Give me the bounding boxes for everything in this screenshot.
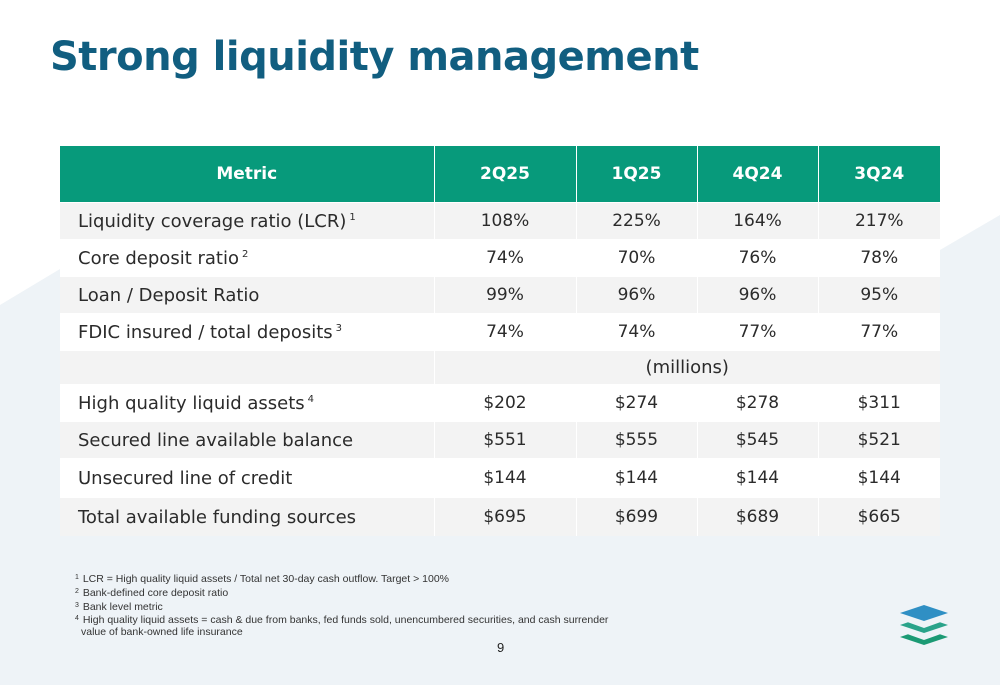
table-cell: 96% bbox=[697, 276, 819, 314]
footnote: 1 LCR = High quality liquid assets / Tot… bbox=[75, 572, 608, 586]
table-row: FDIC insured / total deposits 3 74% 74% 7… bbox=[60, 313, 940, 351]
table-row: Unsecured line of credit $144 $144 $144 … bbox=[60, 458, 940, 498]
table-cell: $699 bbox=[576, 497, 698, 536]
page-title: Strong liquidity management bbox=[50, 34, 699, 80]
footnote-number: 3 bbox=[75, 601, 79, 609]
footnote-ref: 2 bbox=[241, 248, 249, 260]
table-header-row: Metric 2Q25 1Q25 4Q24 3Q24 bbox=[60, 146, 940, 203]
table-cell: $545 bbox=[697, 421, 819, 459]
footnote: 4 High quality liquid assets = cash & du… bbox=[75, 613, 608, 627]
row-label: Liquidity coverage ratio (LCR) 1 bbox=[60, 202, 435, 240]
table-cell: 74% bbox=[576, 313, 698, 351]
footnote-number: 2 bbox=[75, 587, 79, 595]
table-cell: $144 bbox=[697, 458, 819, 498]
table-cell: $144 bbox=[576, 458, 698, 498]
table-cell: 99% bbox=[434, 276, 577, 314]
table-cell: 95% bbox=[818, 276, 940, 314]
row-label: Core deposit ratio 2 bbox=[60, 239, 435, 277]
layers-icon bbox=[900, 605, 948, 645]
row-label: Unsecured line of credit bbox=[60, 458, 435, 498]
row-label: Total available funding sources bbox=[60, 497, 435, 536]
footnote-text: High quality liquid assets = cash & due … bbox=[82, 614, 609, 627]
row-label: Loan / Deposit Ratio bbox=[60, 276, 435, 314]
page-number: 9 bbox=[497, 640, 505, 655]
row-label-text: Total available funding sources bbox=[78, 506, 357, 528]
row-label-text: Loan / Deposit Ratio bbox=[78, 284, 260, 306]
table-cell: $695 bbox=[434, 497, 577, 536]
table-row: High quality liquid assets 4 $202 $274 $2… bbox=[60, 384, 940, 422]
units-label: (millions) bbox=[434, 350, 940, 385]
footnote-number: 4 bbox=[75, 615, 79, 623]
table-cell: 77% bbox=[818, 313, 940, 351]
column-header-metric: Metric bbox=[60, 146, 435, 203]
row-label-text: Secured line available balance bbox=[78, 429, 354, 451]
footnote: 2 Bank-defined core deposit ratio bbox=[75, 586, 608, 600]
column-header-1q25: 1Q25 bbox=[576, 146, 698, 203]
table-cell: $521 bbox=[818, 421, 940, 459]
liquidity-table: Metric 2Q25 1Q25 4Q24 3Q24 Liquidity cov… bbox=[60, 146, 940, 536]
table-row: Secured line available balance $551 $555… bbox=[60, 421, 940, 459]
table-row: Liquidity coverage ratio (LCR) 1 108% 225… bbox=[60, 202, 940, 240]
column-header-3q24: 3Q24 bbox=[818, 146, 940, 203]
table-cell: 225% bbox=[576, 202, 698, 240]
table-cell: $665 bbox=[818, 497, 940, 536]
row-label-text: High quality liquid assets bbox=[78, 392, 305, 414]
units-row: (millions) bbox=[60, 350, 940, 385]
row-label-text: Liquidity coverage ratio (LCR) bbox=[78, 210, 347, 232]
table-cell: $551 bbox=[434, 421, 577, 459]
table-cell: $144 bbox=[818, 458, 940, 498]
table-cell: 78% bbox=[818, 239, 940, 277]
units-spacer bbox=[60, 350, 435, 385]
row-label: Secured line available balance bbox=[60, 421, 435, 459]
footnote: 3 Bank level metric bbox=[75, 600, 608, 614]
table-cell: 77% bbox=[697, 313, 819, 351]
row-label: FDIC insured / total deposits 3 bbox=[60, 313, 435, 351]
footnote-continuation: value of bank-owned life insurance bbox=[81, 626, 243, 639]
table-cell: $144 bbox=[434, 458, 577, 498]
table-cell: 74% bbox=[434, 313, 577, 351]
footnotes: 1 LCR = High quality liquid assets / Tot… bbox=[75, 572, 608, 639]
table-cell: 217% bbox=[818, 202, 940, 240]
table-cell: $274 bbox=[576, 384, 698, 422]
table-cell: $555 bbox=[576, 421, 698, 459]
footnote-text: Bank-defined core deposit ratio bbox=[82, 586, 229, 599]
table-row: Core deposit ratio 2 74% 70% 76% 78% bbox=[60, 239, 940, 277]
table-cell: 70% bbox=[576, 239, 698, 277]
table-cell: 164% bbox=[697, 202, 819, 240]
footnote-text: LCR = High quality liquid assets / Total… bbox=[82, 573, 449, 585]
footnote-ref: 1 bbox=[349, 211, 356, 223]
footnote-text: Bank level metric bbox=[82, 600, 163, 613]
table-cell: 76% bbox=[697, 239, 819, 277]
footnote-ref: 4 bbox=[307, 393, 315, 405]
table-cell: $689 bbox=[697, 497, 819, 536]
row-label: High quality liquid assets 4 bbox=[60, 384, 435, 422]
row-label-text: Core deposit ratio bbox=[78, 247, 239, 269]
table-row: Total available funding sources $695 $69… bbox=[60, 497, 940, 536]
table-cell: $278 bbox=[697, 384, 819, 422]
table-cell: $311 bbox=[818, 384, 940, 422]
table-row: Loan / Deposit Ratio 99% 96% 96% 95% bbox=[60, 276, 940, 314]
table-cell: 74% bbox=[434, 239, 577, 277]
table-cell: $202 bbox=[434, 384, 577, 422]
table-cell: 96% bbox=[576, 276, 698, 314]
footnote-number: 1 bbox=[75, 574, 79, 581]
table-cell: 108% bbox=[434, 202, 577, 240]
column-header-4q24: 4Q24 bbox=[697, 146, 819, 203]
row-label-text: Unsecured line of credit bbox=[78, 467, 293, 489]
footnote-ref: 3 bbox=[335, 322, 343, 334]
row-label-text: FDIC insured / total deposits bbox=[78, 321, 333, 343]
column-header-2q25: 2Q25 bbox=[434, 146, 577, 203]
